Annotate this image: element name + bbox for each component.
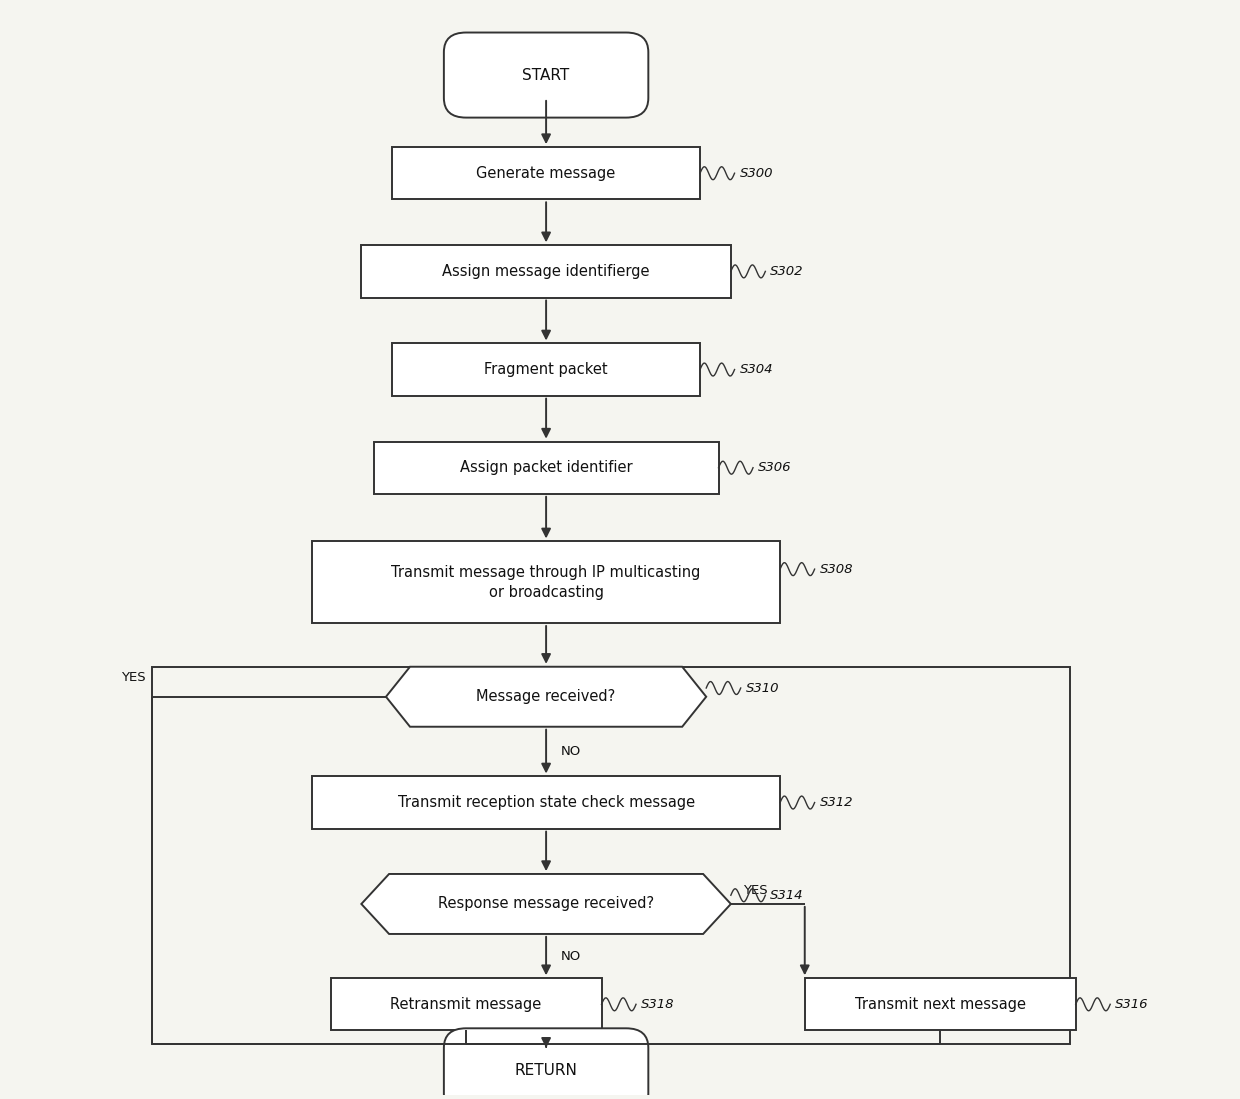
Text: S316: S316 [1115, 998, 1148, 1011]
FancyBboxPatch shape [444, 1029, 649, 1099]
Text: NO: NO [560, 950, 582, 963]
Text: S306: S306 [758, 462, 791, 474]
Text: S308: S308 [820, 563, 853, 576]
Text: Response message received?: Response message received? [438, 897, 655, 911]
Text: RETURN: RETURN [515, 1064, 578, 1078]
Text: START: START [522, 67, 569, 82]
Text: Assign message identifierge: Assign message identifierge [443, 264, 650, 279]
Text: YES: YES [122, 670, 146, 684]
Polygon shape [361, 874, 730, 934]
FancyBboxPatch shape [444, 33, 649, 118]
Text: Generate message: Generate message [476, 166, 616, 180]
Text: S302: S302 [770, 265, 804, 278]
Text: S304: S304 [739, 363, 773, 376]
Bar [312, 542, 780, 623]
Bar [331, 978, 601, 1031]
Text: YES: YES [743, 885, 768, 898]
Text: S300: S300 [739, 167, 773, 180]
Text: Transmit reception state check message: Transmit reception state check message [398, 795, 694, 810]
Text: Retransmit message: Retransmit message [391, 997, 542, 1012]
Bar [361, 245, 730, 298]
Text: Transmit next message: Transmit next message [854, 997, 1025, 1012]
Text: NO: NO [560, 745, 582, 758]
Text: Fragment packet: Fragment packet [485, 362, 608, 377]
Bar [805, 978, 1076, 1031]
Text: S314: S314 [770, 889, 804, 902]
Text: S318: S318 [641, 998, 675, 1011]
Text: Message received?: Message received? [476, 689, 616, 704]
Bar [392, 147, 701, 199]
Text: Transmit message through IP multicasting
or broadcasting: Transmit message through IP multicasting… [392, 565, 701, 600]
Bar [392, 343, 701, 396]
Bar [312, 776, 780, 829]
Polygon shape [386, 667, 707, 726]
Bar [373, 442, 718, 493]
Bar [153, 667, 1070, 1044]
Text: Assign packet identifier: Assign packet identifier [460, 460, 632, 475]
Text: S312: S312 [820, 796, 853, 809]
Text: S310: S310 [745, 681, 779, 695]
